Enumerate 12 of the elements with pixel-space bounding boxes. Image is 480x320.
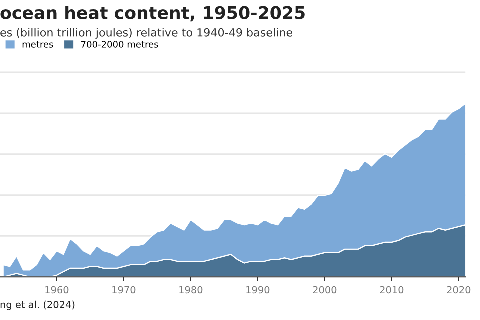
chart-subtitle: es (billion trillion joules) relative to 1940-49 baseline	[0, 28, 292, 39]
x-tick-label: 1990	[246, 286, 270, 294]
x-tick-label: 1970	[112, 286, 136, 294]
legend-label: metres	[22, 41, 54, 48]
x-tick-label: 2000	[313, 286, 337, 294]
legend-label: 700-2000 metres	[82, 41, 158, 48]
x-tick-label: 2010	[380, 286, 404, 294]
x-tick-label: 1980	[180, 286, 203, 294]
chart-title: ocean heat content, 1950-2025	[0, 6, 305, 22]
text: ng et al. (2024)	[0, 300, 75, 310]
x-tick-label: 1960	[46, 286, 69, 294]
x-tick-label: 2020	[447, 286, 471, 294]
